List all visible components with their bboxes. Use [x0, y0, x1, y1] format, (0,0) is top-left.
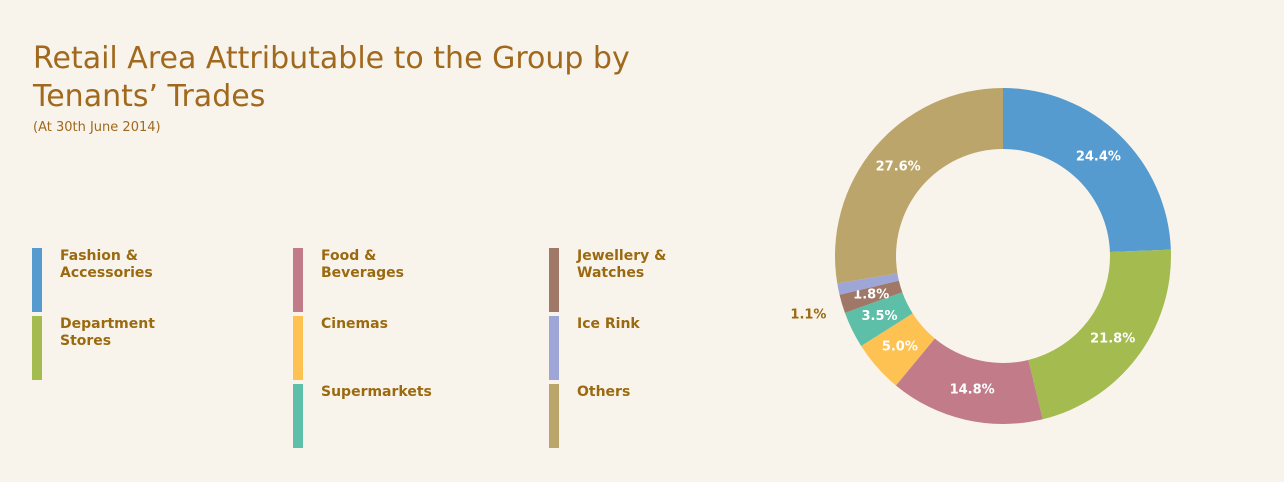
donut-segment — [895, 338, 1043, 424]
legend-swatch — [293, 316, 303, 380]
legend-label: Others — [577, 384, 631, 400]
chart-subtitle: (At 30th June 2014) — [33, 120, 161, 135]
donut-segment — [844, 292, 913, 347]
legend-label: Cinemas — [321, 316, 388, 332]
data-label: 3.5% — [861, 309, 897, 324]
legend-label: Food & Beverages — [321, 248, 404, 281]
legend-swatch — [293, 384, 303, 448]
legend-label: Department Stores — [60, 316, 155, 349]
legend-label: Fashion & Accessories — [60, 248, 153, 281]
chart-title: Retail Area Attributable to the Group by… — [33, 41, 630, 114]
legend-swatch — [32, 248, 42, 312]
data-label: 5.0% — [882, 339, 918, 354]
donut-segment — [834, 87, 1003, 284]
data-label: 14.8% — [950, 382, 995, 397]
data-label: 27.6% — [876, 160, 921, 175]
legend-swatch — [32, 316, 42, 380]
legend-swatch — [549, 384, 559, 448]
donut-segment — [839, 280, 903, 313]
legend-swatch — [293, 248, 303, 312]
donut-segment — [1028, 249, 1172, 420]
legend-label: Jewellery & Watches — [577, 248, 667, 281]
legend-swatch — [549, 248, 559, 312]
legend-label: Ice Rink — [577, 316, 640, 332]
donut-segment — [861, 313, 935, 386]
data-label: 24.4% — [1076, 149, 1121, 164]
data-label: 1.8% — [853, 288, 889, 303]
legend-label: Supermarkets — [321, 384, 432, 400]
donut-segment — [837, 273, 899, 295]
data-label: 21.8% — [1090, 331, 1135, 346]
data-label: 1.1% — [790, 308, 826, 323]
legend-swatch — [549, 316, 559, 380]
donut-segment — [1003, 88, 1171, 252]
